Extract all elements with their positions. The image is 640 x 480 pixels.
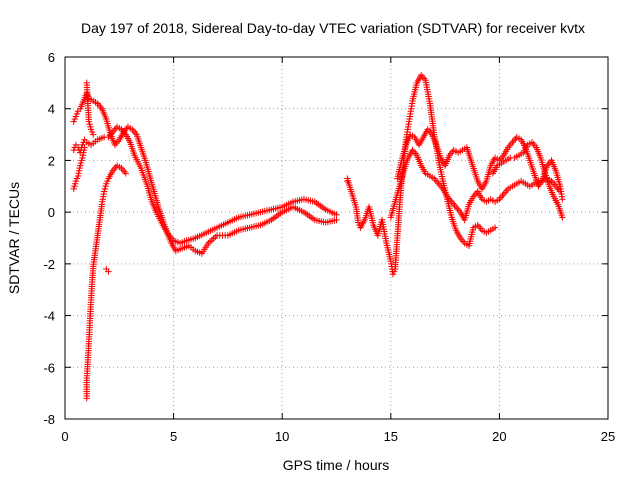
- data-point-s2: [95, 102, 103, 109]
- data-point-s6: [432, 177, 439, 184]
- data-point-s3: [121, 168, 128, 175]
- data-point-s6: [451, 202, 458, 209]
- y-axis-label: SDTVAR / TECUs: [6, 182, 22, 294]
- x-tick-label: 20: [492, 429, 506, 444]
- data-point-s4: [90, 131, 97, 138]
- data-point-s8: [530, 140, 537, 148]
- y-tick-label: 2: [48, 153, 55, 168]
- data-point-s5: [475, 223, 483, 230]
- y-tick-label: -6: [43, 360, 55, 375]
- data-point-s6: [433, 178, 441, 186]
- data-point-s7: [507, 140, 515, 148]
- axis-ticks: 0 5 10 15 20 25 -8 -6 -4 -2 0 2 4 6: [43, 50, 615, 444]
- y-tick-label: -8: [43, 412, 55, 427]
- data-point-s2: [208, 236, 216, 244]
- data-point-s6: [503, 187, 510, 194]
- x-tick-label: 15: [384, 429, 398, 444]
- data-point-s6: [501, 189, 509, 196]
- data-point-s6: [497, 194, 505, 201]
- x-tick-label: 10: [275, 429, 289, 444]
- data-point-s3: [103, 265, 110, 273]
- data-point-s6: [549, 179, 557, 187]
- y-tick-label: -4: [43, 309, 55, 324]
- x-tick-label: 0: [61, 429, 68, 444]
- data-point-s5: [491, 224, 499, 231]
- data-point-s2: [212, 233, 219, 241]
- data-point-s3: [119, 166, 127, 174]
- plot-frame: [64, 56, 609, 420]
- data-point-s7: [509, 139, 516, 146]
- x-tick-label: 25: [601, 429, 615, 444]
- data-point-s2: [333, 216, 340, 224]
- data-point-s3: [122, 170, 130, 177]
- data-point-s8: [559, 214, 566, 221]
- y-tick-label: -2: [43, 257, 55, 272]
- data-point-s4: [81, 144, 88, 151]
- data-point-s6: [454, 205, 461, 212]
- chart-title: Day 197 of 2018, Sidereal Day-to-day VTE…: [81, 20, 585, 36]
- data-point-s7: [497, 155, 505, 162]
- data-point-s2: [210, 235, 217, 242]
- data-point-s7: [559, 196, 566, 203]
- data-points: [70, 71, 566, 402]
- x-axis-label: GPS time / hours: [283, 457, 390, 473]
- y-tick-label: 6: [48, 50, 55, 65]
- data-point-s2: [130, 127, 137, 135]
- data-point-s5: [460, 238, 467, 245]
- data-point-s2: [206, 238, 214, 245]
- data-point-s6: [452, 203, 460, 211]
- y-tick-label: 4: [48, 102, 55, 117]
- grid: [65, 57, 608, 419]
- data-point-s6: [500, 190, 507, 198]
- y-tick-label: 0: [48, 205, 55, 220]
- x-tick-label: 5: [170, 429, 177, 444]
- data-point-s6: [499, 192, 506, 199]
